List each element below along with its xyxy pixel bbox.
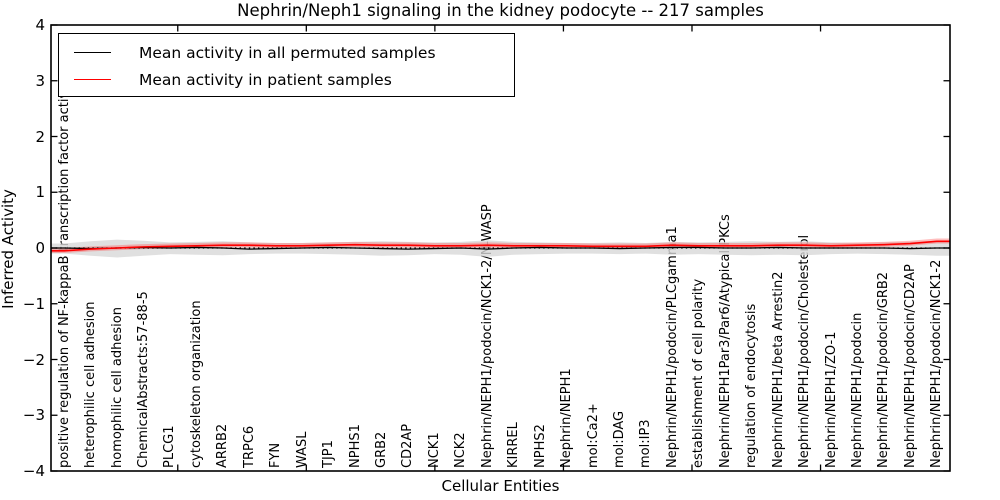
chart-title: Nephrin/Neph1 signaling in the kidney po… xyxy=(237,1,764,20)
x-tick-label: ARRB2 xyxy=(215,423,231,468)
patient-line-sample xyxy=(74,79,111,80)
x-tick-label: TRPC6 xyxy=(241,425,257,468)
x-tick-label: mol:Ca2+ xyxy=(585,403,601,468)
x-tick-label: PLCG1 xyxy=(162,425,178,468)
x-tick-label: NCK1 xyxy=(426,432,442,468)
legend-label-patient: Mean activity in patient samples xyxy=(139,70,392,89)
x-tick-label: CD2AP xyxy=(400,423,416,468)
x-tick-label: Nephrin/NEPH1/podocin/Cholesterol xyxy=(797,234,813,468)
x-tick-label: Nephrin/NEPH1/podocin/NCK1-2/N-WASP xyxy=(479,204,495,468)
x-tick-label: Nephrin/NEPH1Par3/Par6/Atypical PKCs xyxy=(717,214,733,468)
x-tick-label: ChemicalAbstracts:57-88-5 xyxy=(136,291,152,468)
x-tick-label: TJP1 xyxy=(321,440,337,468)
x-tick-label: homophilic cell adhesion xyxy=(109,307,125,468)
x-tick-label: Nephrin/NEPH1 xyxy=(559,368,575,468)
permuted-line-sample xyxy=(74,52,111,53)
y-tick-label: −2 xyxy=(22,350,45,369)
y-tick-label: 4 xyxy=(35,16,45,34)
y-tick-label: −4 xyxy=(22,462,45,480)
x-tick-label: NCK2 xyxy=(453,432,469,468)
legend-entry-permuted: Mean activity in all permuted samples xyxy=(74,39,514,66)
x-axis-label: Cellular Entities xyxy=(441,477,560,495)
x-tick-label: establishment of cell polarity xyxy=(691,278,707,468)
x-tick-label: Nephrin/NEPH1/podocin/GRB2 xyxy=(876,271,892,468)
x-tick-label: heterophilic cell adhesion xyxy=(83,301,99,469)
x-tick-label: Nephrin/NEPH1/podocin/NCK1-2 xyxy=(929,259,945,468)
x-tick-label: Nephrin/NEPH1/podocin/PLCgamma1 xyxy=(664,226,680,468)
x-tick-label: GRB2 xyxy=(374,431,389,468)
x-tick-label: Nephrin/NEPH1/podocin/CD2AP xyxy=(902,264,918,468)
y-tick-label: 0 xyxy=(35,239,45,257)
y-tick-label: −1 xyxy=(22,294,45,313)
x-tick-label: Nephrin/NEPH1/ZO-1 xyxy=(823,331,839,468)
y-tick-label: 3 xyxy=(35,71,45,90)
x-tick-label: mol:DAG xyxy=(611,410,627,468)
y-tick-label: 2 xyxy=(35,127,45,146)
x-tick-label: regulation of endocytosis xyxy=(744,303,760,468)
x-tick-label: NPHS1 xyxy=(347,424,363,468)
y-tick-label: −3 xyxy=(22,406,45,425)
x-tick-label: cytoskeleton organization xyxy=(188,300,204,468)
x-tick-label: KIRREL xyxy=(506,422,522,468)
x-tick-label: positive regulation of NF-kappaB transcr… xyxy=(56,74,72,468)
x-tick-label: WASL xyxy=(294,431,310,468)
x-tick-label: mol:IP3 xyxy=(638,419,654,468)
x-tick-label: Nephrin/NEPH1/beta Arrestin2 xyxy=(770,271,786,469)
y-tick-label: 1 xyxy=(35,183,45,202)
legend-entry-patient: Mean activity in patient samples xyxy=(74,66,514,93)
legend-label-permuted: Mean activity in all permuted samples xyxy=(139,43,436,62)
x-tick-label: FYN xyxy=(268,442,284,468)
legend-box: Mean activity in all permuted samples Me… xyxy=(58,33,515,97)
x-tick-label: Nephrin/NEPH1/podocin xyxy=(849,312,865,468)
x-tick-label: NPHS2 xyxy=(532,424,548,468)
